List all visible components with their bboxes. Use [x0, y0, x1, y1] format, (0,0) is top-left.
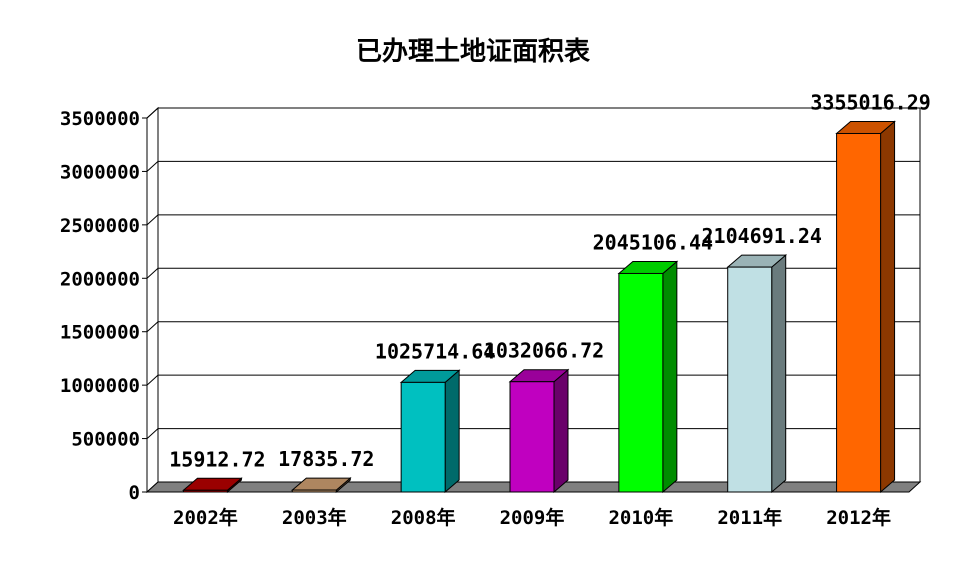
data-label: 1025714.64 — [375, 339, 495, 363]
bar-side — [880, 120, 896, 494]
x-tick-label: 2003年 — [282, 506, 347, 529]
gridline-side — [146, 374, 159, 386]
gridline-side — [146, 161, 159, 172]
x-tick-label: 2008年 — [391, 506, 456, 529]
x-tick-label: 2011年 — [717, 506, 782, 529]
y-tick-label: 3000000 — [60, 161, 140, 183]
plot-side-wall — [146, 106, 159, 494]
bar-side — [553, 368, 569, 494]
data-label: 17835.72 — [278, 447, 374, 471]
data-label: 15912.72 — [169, 447, 265, 471]
gridline-side — [146, 267, 159, 279]
data-label: 1032066.72 — [484, 339, 604, 363]
bar — [400, 381, 446, 493]
chart-title: 已办理土地证面积表 — [356, 37, 591, 67]
data-label: 2045106.44 — [593, 230, 713, 254]
gridline-side — [146, 428, 159, 439]
x-tick-label: 2010年 — [608, 506, 673, 529]
y-tick-label: 1000000 — [60, 375, 140, 397]
x-tick-label: 2009年 — [500, 506, 565, 529]
x-tick-label: 2002年 — [173, 506, 238, 529]
y-tick-label: 3500000 — [60, 108, 140, 130]
gridline-side — [146, 214, 159, 226]
bar — [509, 381, 555, 493]
data-label: 2104691.24 — [702, 224, 822, 248]
y-tick-label: 2000000 — [60, 268, 140, 290]
data-label: 3355016.29 — [810, 90, 930, 114]
bar — [291, 489, 337, 493]
y-tick-label: 0 — [129, 482, 140, 504]
bar — [727, 266, 773, 493]
y-tick-label: 1500000 — [60, 322, 140, 344]
gridline-side — [146, 107, 159, 119]
bar-side — [444, 369, 460, 494]
y-tick-label: 500000 — [71, 429, 140, 451]
y-tick-label: 2500000 — [60, 215, 140, 237]
bar-side — [662, 260, 678, 494]
bar — [618, 272, 664, 493]
bar — [182, 489, 228, 493]
bar-side — [771, 254, 787, 494]
x-tick-label: 2012年 — [826, 506, 891, 529]
gridline-side — [146, 321, 159, 333]
bar — [836, 132, 882, 493]
